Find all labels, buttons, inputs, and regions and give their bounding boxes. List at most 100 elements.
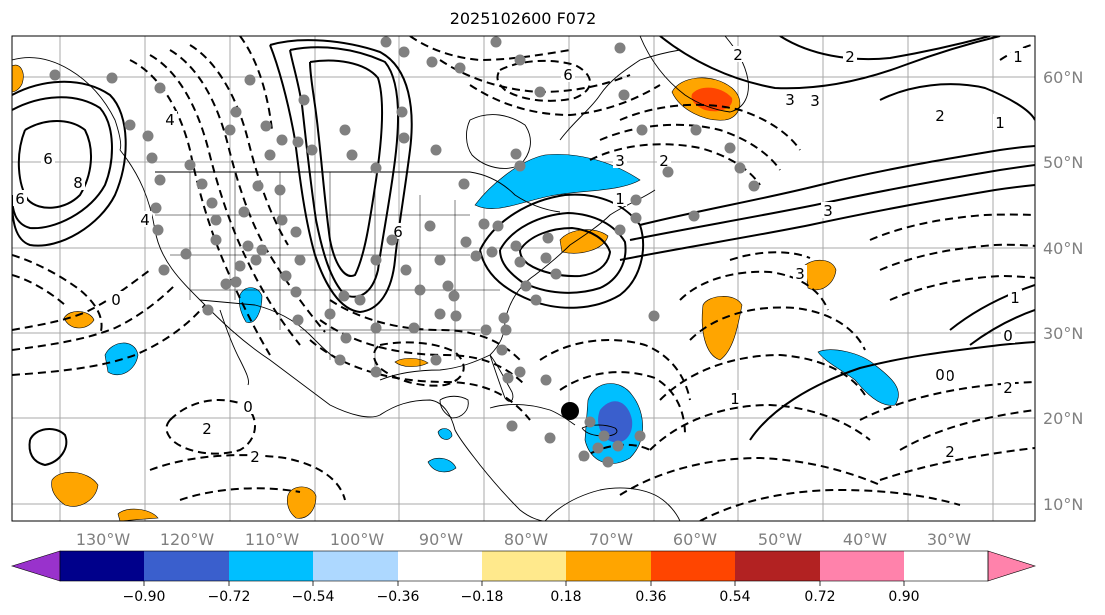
station-dot: [290, 286, 302, 298]
coastline-labrador: [559, 49, 681, 141]
station-dot: [324, 308, 336, 320]
contour-label: 3: [823, 202, 833, 220]
station-dot: [196, 178, 208, 190]
contour-label-bg: [138, 211, 152, 227]
station-dot: [340, 332, 352, 344]
station-dot: [634, 430, 646, 442]
contour-label-bg: [200, 420, 214, 436]
contour-label: 0: [1003, 327, 1013, 345]
shade-blue-atlantic: [817, 349, 899, 406]
contour-label: 6: [393, 223, 403, 241]
station-dot: [542, 232, 554, 244]
station-dot: [458, 178, 470, 190]
contour-label-bg: [821, 202, 835, 218]
station-dot: [292, 136, 304, 148]
contour-label: 2: [1003, 379, 1013, 397]
station-dot: [206, 197, 218, 209]
shade-blue-gulf-small: [437, 428, 453, 440]
station-dot: [298, 94, 310, 106]
station-dot: [450, 310, 462, 322]
contour-label: 2: [935, 107, 945, 125]
colorbar-tick-label: 0.54: [719, 589, 750, 605]
station-dot: [370, 366, 382, 378]
lon-label: 130°W: [76, 530, 131, 549]
coastline-baja: [219, 309, 249, 386]
station-dot: [520, 280, 532, 292]
colorbar: −0.90 −0.72 −0.54 −0.36 −0.18 0.18 0.36 0.54 0.7…: [10, 550, 1036, 605]
contour-label-bg: [993, 114, 1007, 130]
lon-label: 40°W: [843, 530, 887, 549]
contour-label-bg: [13, 190, 27, 206]
contour-label: 2: [202, 420, 212, 438]
station-dot: [612, 440, 624, 452]
shade-orange-pacific4: [286, 486, 317, 519]
contour-label: 1: [1013, 48, 1023, 66]
station-dot: [158, 264, 170, 276]
shade-orange-pacific3: [117, 508, 159, 521]
station-dot: [244, 74, 256, 86]
station-dot: [500, 324, 512, 336]
station-dot: [534, 86, 546, 98]
station-dot: [514, 54, 526, 66]
station-dot: [146, 152, 158, 164]
lon-label: 100°W: [330, 530, 385, 549]
colorbar-extend-low: [10, 550, 61, 582]
lat-label: 50°N: [1043, 153, 1083, 172]
station-dot: [480, 324, 492, 336]
contour-label: 8: [73, 174, 83, 192]
lon-label: 70°W: [589, 530, 633, 549]
contours-positive: [12, 36, 1035, 467]
contour-label-bg: [71, 174, 85, 190]
contour-label-bg: [783, 91, 797, 107]
contour-label: 0: [935, 366, 945, 384]
contour-label: 1: [1010, 289, 1020, 307]
border-us-canada: [155, 171, 561, 213]
coastline-yucatan: [439, 395, 469, 419]
colorbar-tick-label: 0.18: [550, 589, 581, 605]
station-dot: [252, 180, 264, 192]
contour-label: 0: [111, 291, 121, 309]
station-dot: [398, 132, 410, 144]
map-frame: [11, 35, 1036, 522]
station-dot: [380, 36, 392, 48]
contour-label-bg: [248, 448, 262, 464]
station-dot: [454, 62, 466, 74]
station-dot: [398, 46, 410, 58]
colorbar-segment: [566, 551, 651, 581]
state-borders: [155, 172, 500, 370]
station-dot: [154, 82, 166, 94]
station-dot: [49, 69, 61, 81]
contour-label-bg: [561, 66, 575, 82]
shade-orange-pacific2: [51, 472, 99, 507]
station-dot: [400, 264, 412, 276]
station-dot: [260, 120, 272, 132]
contour-label-bg: [241, 398, 255, 414]
colorbar-segment: [229, 551, 313, 581]
station-dot: [124, 119, 136, 131]
station-dot: [220, 278, 232, 290]
lat-label: 10°N: [1043, 495, 1083, 514]
station-dot: [210, 214, 222, 226]
lon-label: 60°W: [673, 530, 717, 549]
contour-label: 1: [730, 390, 740, 408]
shade-orange-alaska: [12, 64, 24, 93]
station-dot: [540, 374, 552, 386]
station-dot: [230, 106, 242, 118]
station-dot: [292, 314, 304, 326]
contour-labels: 6864463213232100221022016332100: [13, 46, 1025, 466]
contours: [12, 36, 1035, 521]
station-dot: [339, 124, 351, 136]
station-dot: [106, 72, 118, 84]
station-dot: [202, 304, 214, 316]
station-dot: [294, 254, 306, 266]
contour-label-bg: [1011, 48, 1025, 64]
contour-label: 2: [945, 443, 955, 461]
station-dot: [460, 236, 472, 248]
colorbar-segment: [313, 551, 398, 581]
coastline-alaska: [12, 57, 122, 151]
contour-label-bg: [1008, 289, 1022, 305]
station-dot: [280, 270, 292, 282]
contours-negative: [12, 36, 1035, 521]
contour-label: 6: [15, 190, 25, 208]
